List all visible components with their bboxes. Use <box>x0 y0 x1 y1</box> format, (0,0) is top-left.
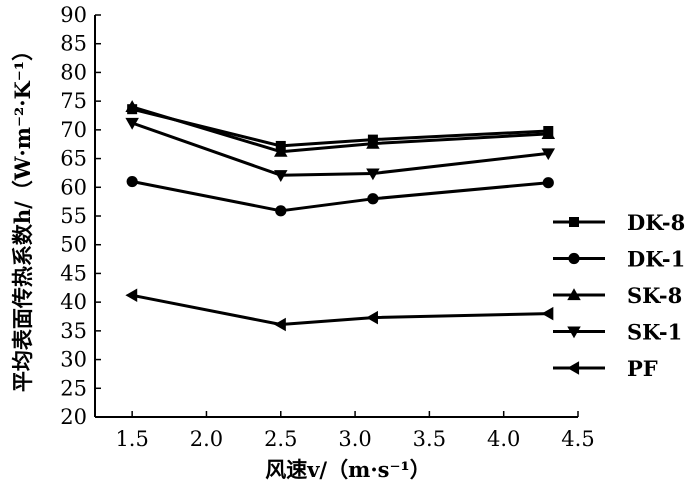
legend-marker <box>567 361 580 375</box>
x-tick-label: 4.5 <box>561 427 594 451</box>
y-tick-label: 50 <box>60 233 87 257</box>
y-tick-label: 35 <box>60 319 87 343</box>
data-point-dk-1 <box>367 193 379 205</box>
data-point-sk-1 <box>541 148 556 161</box>
axes: 20 25 30 35 40 45 50 55 60 65 70 75 80 85 90 1.5 2.0 2.5 3… <box>60 3 594 451</box>
legend-marker <box>569 217 579 227</box>
data-point-sk-1 <box>366 168 380 181</box>
legend-item-dk-1: DK-1 <box>553 247 685 272</box>
legend-item-pf: PF <box>553 356 658 381</box>
y-tick-label: 80 <box>60 60 87 84</box>
y-tick-label: 85 <box>60 32 87 56</box>
y-tick-label: 20 <box>60 405 87 429</box>
y-axis-title: 平均表面传热系数h/（W·m⁻²·K⁻¹） <box>10 40 35 392</box>
series-line-pf <box>131 293 549 326</box>
series-line-dk-1 <box>131 180 549 213</box>
series-line-sk-1 <box>131 121 549 177</box>
series-pf <box>125 288 554 332</box>
legend-label: SK-8 <box>627 283 682 308</box>
x-tick-label: 4.0 <box>487 427 520 451</box>
x-tick-label: 3.0 <box>338 427 371 451</box>
y-tick-label: 75 <box>60 89 87 113</box>
legend-marker <box>568 252 580 265</box>
y-tick-label: 65 <box>60 147 87 171</box>
legend-label: SK-1 <box>627 320 682 345</box>
y-tick-label: 40 <box>60 290 87 314</box>
series-group <box>125 100 556 332</box>
data-point-sk-8 <box>366 136 380 149</box>
data-point-sk-1 <box>274 170 288 182</box>
legend-item-sk-8: SK-8 <box>553 283 682 308</box>
data-point-dk-1 <box>542 177 554 189</box>
data-point-sk-8 <box>274 144 288 157</box>
y-tick-label: 70 <box>60 118 87 142</box>
data-point-dk-1 <box>126 175 138 188</box>
y-tick-label: 60 <box>60 175 87 199</box>
legend-item-sk-1: SK-1 <box>553 320 682 345</box>
y-tick-label: 55 <box>60 204 87 228</box>
series-line-sk-8 <box>131 105 549 154</box>
legend-label: PF <box>627 356 658 381</box>
data-point-pf <box>366 310 378 325</box>
data-point-pf <box>125 288 138 303</box>
x-axis-title: 风速v/（m·s⁻¹） <box>265 457 431 482</box>
x-tick-label: 2.0 <box>190 427 223 451</box>
data-point-pf <box>541 306 554 321</box>
legend-marker <box>567 288 581 301</box>
series-sk-1 <box>125 117 556 182</box>
data-point-dk-1 <box>275 205 287 217</box>
y-tick-label: 90 <box>60 3 87 27</box>
series-sk-8 <box>125 100 556 157</box>
x-tick-label: 3.5 <box>413 427 446 451</box>
legend-label: DK-8 <box>627 210 685 235</box>
legend-label: DK-1 <box>627 247 685 272</box>
data-point-sk-8 <box>541 127 556 139</box>
legend-marker <box>567 326 581 339</box>
series-dk-1 <box>126 175 554 217</box>
data-point-sk-8 <box>125 100 139 112</box>
series-line-dk-8 <box>131 107 549 148</box>
legend: DK-8 DK-1 SK-8 SK-1 PF <box>553 210 685 381</box>
x-tick-label: 1.5 <box>115 427 148 451</box>
data-point-pf <box>274 317 286 332</box>
y-tick-label: 30 <box>60 348 87 372</box>
legend-item-dk-8: DK-8 <box>553 210 685 235</box>
data-point-sk-1 <box>125 117 139 130</box>
y-tick-label: 45 <box>60 261 87 285</box>
x-tick-label: 2.5 <box>264 427 297 451</box>
y-tick-label: 25 <box>60 376 87 400</box>
